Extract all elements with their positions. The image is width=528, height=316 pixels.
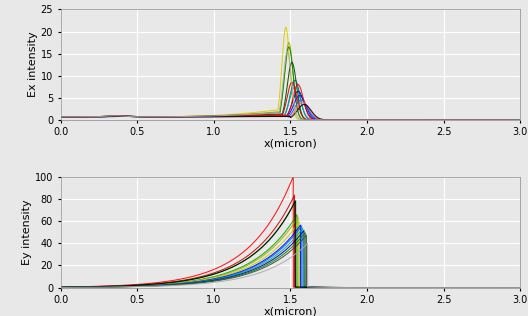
X-axis label: x(micron): x(micron)	[263, 139, 317, 149]
Y-axis label: Ex intensity: Ex intensity	[28, 32, 38, 97]
X-axis label: x(micron): x(micron)	[263, 307, 317, 316]
Y-axis label: Ey intensity: Ey intensity	[22, 200, 32, 265]
